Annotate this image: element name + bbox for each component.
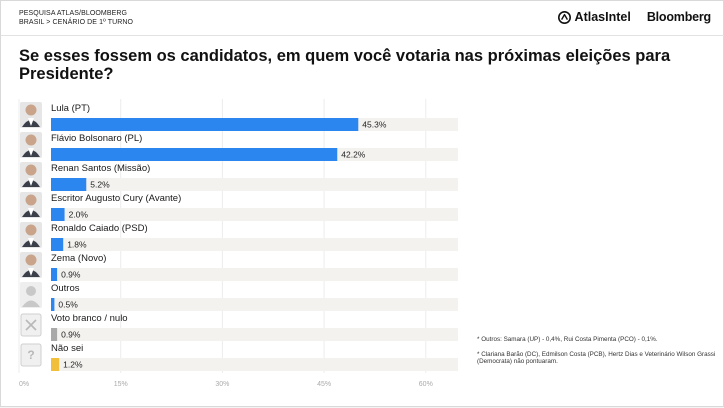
category-label: Ronaldo Caiado (PSD) [51,223,148,234]
bar [51,238,64,251]
question-mark-icon: ? [20,343,42,367]
person-photo-icon [20,192,42,218]
category-label: Escritor Augusto Cury (Avante) [51,193,181,204]
bar-track [51,328,458,341]
blank-vote-icon [20,313,42,337]
atlasintel-logo-text: AtlasIntel [574,10,631,24]
category-label: Não sei [51,343,83,354]
person-photo-icon [20,162,42,188]
value-label: 5.2% [90,180,110,190]
category-label: Outros [51,283,80,294]
bar-track [51,358,458,371]
footnotes: * Outros: Samara (UP) - 0,4%, Rui Costa … [477,336,717,373]
person-photo-icon [20,132,42,158]
value-label: 0.9% [61,330,81,340]
value-label: 0.5% [58,300,78,310]
kicker: PESQUISA ATLAS/BLOOMBERG BRASIL > CENÁRI… [19,9,133,27]
bar-track [51,208,458,221]
bar-track [51,268,458,281]
bar [51,298,55,311]
category-label: Lula (PT) [51,103,90,114]
footnote-no-points: * Clariana Barão (DC), Edmilson Costa (P… [477,350,716,366]
value-label: 2.0% [69,210,89,220]
x-tick-label: 15% [114,381,128,388]
bar [51,328,58,341]
person-photo-icon [20,222,42,248]
x-tick-label: 45% [317,381,331,388]
kicker-line-2: BRASIL > CENÁRIO DE 1º TURNO [19,19,134,26]
svg-text:?: ? [27,348,34,362]
bar [51,148,338,161]
generic-person-icon [20,282,42,308]
value-label: 42.2% [341,150,366,160]
atlasintel-logo: AtlasIntel [557,10,631,24]
person-photo-icon [20,252,42,278]
atlasintel-mark-icon [557,10,571,24]
question-title: Se esses fossem os candidatos, em quem v… [19,47,671,83]
bloomberg-logo: Bloomberg [646,10,711,24]
value-label: 45.3% [362,120,387,130]
x-tick-label: 30% [215,381,229,388]
bar [51,208,65,221]
value-label: 1.8% [67,240,87,250]
bar-track [51,238,458,251]
person-photo-icon [20,102,42,128]
x-tick-label: 60% [419,381,433,388]
bar [51,178,87,191]
category-label: Zema (Novo) [51,253,106,264]
x-tick-label: 0% [19,381,29,388]
value-label: 1.2% [63,360,83,370]
bar [51,118,359,131]
category-label: Flávio Bolsonaro (PL) [51,133,142,144]
bar-track [51,298,458,311]
value-label: 0.9% [61,270,81,280]
bar-track [51,178,458,191]
header: PESQUISA ATLAS/BLOOMBERG BRASIL > CENÁRI… [1,1,724,36]
bar [51,268,58,281]
bar [51,358,60,371]
kicker-line-1: PESQUISA ATLAS/BLOOMBERG [19,10,128,17]
logos: AtlasIntel Bloomberg [557,10,711,24]
footnote-others: * Outros: Samara (UP) - 0,4%, Rui Costa … [477,336,658,343]
category-label: Renan Santos (Missão) [51,163,150,174]
category-label: Voto branco / nulo [51,313,128,324]
